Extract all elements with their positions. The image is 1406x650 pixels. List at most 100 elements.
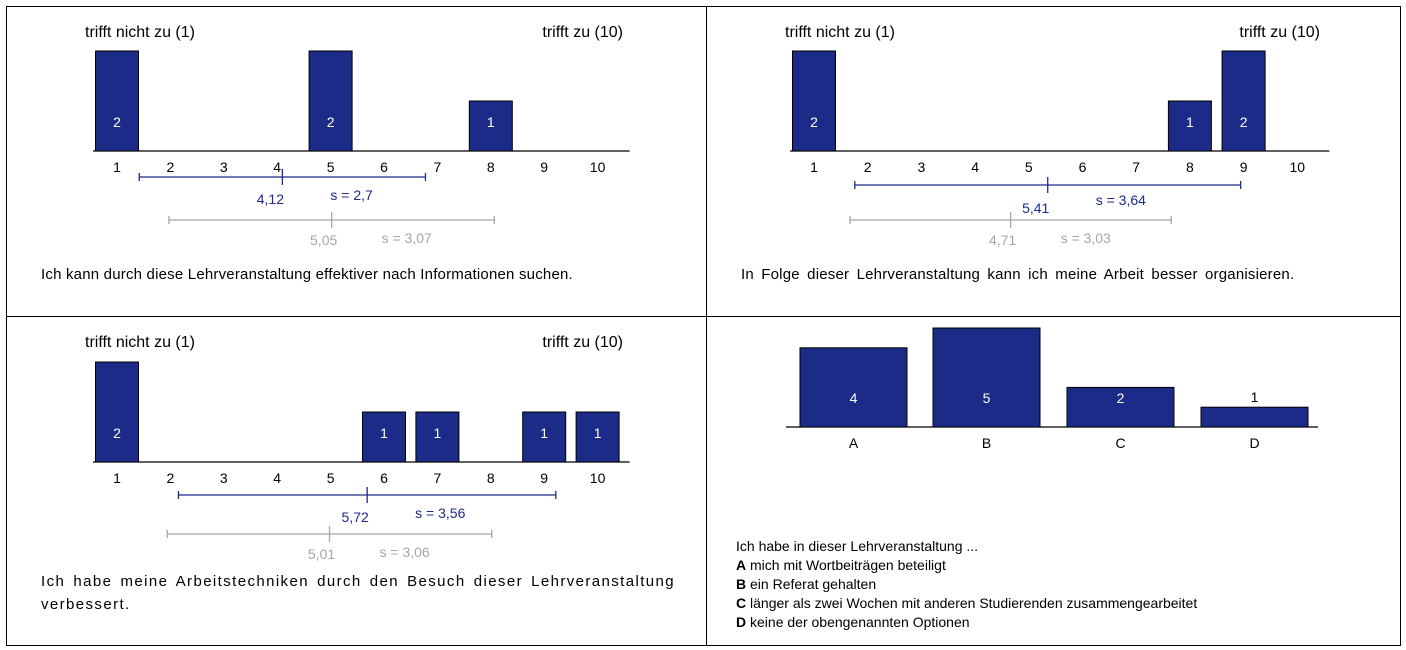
bar bbox=[575, 411, 620, 463]
bar-value-label: 2 bbox=[1117, 390, 1125, 406]
bar-value-label: 2 bbox=[810, 114, 818, 130]
bar bbox=[95, 361, 139, 463]
bar bbox=[799, 347, 908, 428]
rating-chart: trifft nicht zu (1) trifft zu (10) 2 1 2 3 4 5 6… bbox=[785, 24, 1330, 248]
reference-mean-label: 5,05 bbox=[310, 232, 337, 248]
x-tick-label: 5 bbox=[327, 159, 335, 175]
option-key: A bbox=[736, 557, 747, 573]
x-tick-label: 1 bbox=[113, 470, 121, 486]
x-tick-label: 1 bbox=[113, 159, 121, 175]
bar bbox=[522, 411, 567, 463]
bar-value-label: 2 bbox=[113, 425, 121, 441]
scale-right-label: trifft zu (10) bbox=[1239, 24, 1320, 41]
x-tick-label: 6 bbox=[1079, 159, 1087, 175]
bar bbox=[1167, 100, 1212, 152]
question-text: Ich habe meine Arbeitstechniken durch de… bbox=[41, 573, 675, 613]
bar-value-label: 1 bbox=[434, 425, 442, 441]
own-sd-label: s = 2,7 bbox=[330, 187, 373, 203]
own-mean-label: 5,72 bbox=[342, 509, 369, 525]
x-tick-label: 6 bbox=[380, 159, 388, 175]
option-text: keine der obengenannten Optionen bbox=[750, 614, 970, 630]
option-text: länger als zwei Wochen mit anderen Studi… bbox=[750, 595, 1198, 611]
scale-left-label: trifft nicht zu (1) bbox=[85, 24, 195, 41]
x-tick-label: 5 bbox=[327, 470, 335, 486]
reference-sd-label: s = 3,03 bbox=[1061, 230, 1111, 246]
bar bbox=[468, 100, 513, 152]
panel-effektiver-suchen: trifft nicht zu (1) trifft zu (10) 2 1 2 3 4 2 5… bbox=[6, 6, 707, 317]
bar-value-label: 2 bbox=[113, 114, 121, 130]
scale-right-label: trifft zu (10) bbox=[542, 334, 623, 351]
x-tick-label: 10 bbox=[590, 159, 606, 175]
bar bbox=[792, 50, 836, 152]
x-tick-label: B bbox=[982, 435, 991, 451]
bar bbox=[1221, 50, 1266, 152]
option-text: mich mit Wortbeiträgen beteiligt bbox=[750, 557, 946, 573]
rating-chart: trifft nicht zu (1) trifft zu (10) 2 1 2 3 4 2 5… bbox=[85, 24, 630, 248]
bar bbox=[415, 411, 460, 463]
reference-sd-label: s = 3,07 bbox=[382, 230, 432, 246]
bar-value-label: 1 bbox=[380, 425, 388, 441]
bar bbox=[362, 411, 406, 463]
option-key: B bbox=[736, 576, 747, 592]
x-tick-label: 2 bbox=[864, 159, 872, 175]
bar-value-label: 1 bbox=[1186, 114, 1194, 130]
bar-value-label: 1 bbox=[1251, 389, 1259, 405]
bar-value-label: 1 bbox=[540, 425, 548, 441]
x-tick-label: 7 bbox=[1132, 159, 1140, 175]
choice-option-a: A mich mit Wortbeiträgen beteiligt bbox=[736, 556, 1197, 575]
x-tick-label: 8 bbox=[487, 470, 495, 486]
scale-right-label: trifft zu (10) bbox=[542, 24, 623, 41]
choice-option-d: D keine der obengenannten Optionen bbox=[736, 613, 1197, 632]
x-tick-label: 1 bbox=[810, 159, 818, 175]
x-tick-label: C bbox=[1115, 435, 1125, 451]
bar bbox=[1066, 386, 1175, 428]
option-key: D bbox=[736, 614, 747, 630]
bar-value-label: 1 bbox=[487, 114, 495, 130]
x-tick-label: 3 bbox=[220, 470, 228, 486]
x-tick-label: 10 bbox=[1290, 159, 1306, 175]
rating-chart: trifft nicht zu (1) trifft zu (10) 2 1 2 3 4 5 1… bbox=[85, 334, 630, 562]
own-sd-label: s = 3,56 bbox=[415, 505, 465, 521]
bar-value-label: 2 bbox=[1240, 114, 1248, 130]
bar bbox=[932, 327, 1041, 428]
x-tick-label: 5 bbox=[1025, 159, 1033, 175]
bar-value-label: 2 bbox=[327, 114, 335, 130]
x-tick-label: 2 bbox=[167, 159, 175, 175]
x-tick-label: 6 bbox=[380, 470, 388, 486]
own-mean-label: 4,12 bbox=[257, 191, 284, 207]
reference-mean-label: 5,01 bbox=[308, 546, 335, 562]
reference-sd-label: s = 3,06 bbox=[380, 544, 430, 560]
bar-value-label: 5 bbox=[983, 390, 991, 406]
own-sd-label: s = 3,64 bbox=[1096, 192, 1146, 208]
x-tick-label: 7 bbox=[434, 470, 442, 486]
choice-intro: Ich habe in dieser Lehrveranstaltung ... bbox=[736, 538, 979, 554]
choice-legend: Ich habe in dieser Lehrveranstaltung ...… bbox=[736, 537, 1197, 632]
x-tick-label: 3 bbox=[918, 159, 926, 175]
bar bbox=[95, 50, 139, 152]
panel-arbeit-organisieren: trifft nicht zu (1) trifft zu (10) 2 1 2 3 4 5 6… bbox=[706, 6, 1401, 317]
x-tick-label: D bbox=[1249, 435, 1259, 451]
x-tick-label: 9 bbox=[540, 159, 548, 175]
x-tick-label: 8 bbox=[1186, 159, 1194, 175]
x-tick-label: 8 bbox=[487, 159, 495, 175]
x-tick-label: 2 bbox=[167, 470, 175, 486]
x-tick-label: 4 bbox=[273, 470, 281, 486]
scale-left-label: trifft nicht zu (1) bbox=[785, 24, 895, 41]
x-tick-label: 4 bbox=[273, 159, 281, 175]
own-mean-label: 5,41 bbox=[1022, 200, 1049, 216]
question-text: In Folge dieser Lehrveranstaltung kann i… bbox=[741, 266, 1295, 283]
bar-value-label: 1 bbox=[594, 425, 602, 441]
option-text: ein Referat gehalten bbox=[750, 576, 877, 592]
panel-beteiligung: 4 A 5 B 2 C 1 D Ich habe in dieser Lehrveransta… bbox=[706, 316, 1401, 646]
x-tick-label: 3 bbox=[220, 159, 228, 175]
bar bbox=[308, 50, 353, 152]
x-tick-label: A bbox=[849, 435, 859, 451]
x-tick-label: 9 bbox=[540, 470, 548, 486]
choice-option-c: C länger als zwei Wochen mit anderen Stu… bbox=[736, 594, 1197, 613]
x-tick-label: 7 bbox=[434, 159, 442, 175]
bar-value-label: 4 bbox=[850, 390, 858, 406]
choice-chart: 4 A 5 B 2 C 1 D bbox=[786, 327, 1318, 451]
choice-option-b: B ein Referat gehalten bbox=[736, 575, 1197, 594]
x-tick-label: 4 bbox=[971, 159, 979, 175]
